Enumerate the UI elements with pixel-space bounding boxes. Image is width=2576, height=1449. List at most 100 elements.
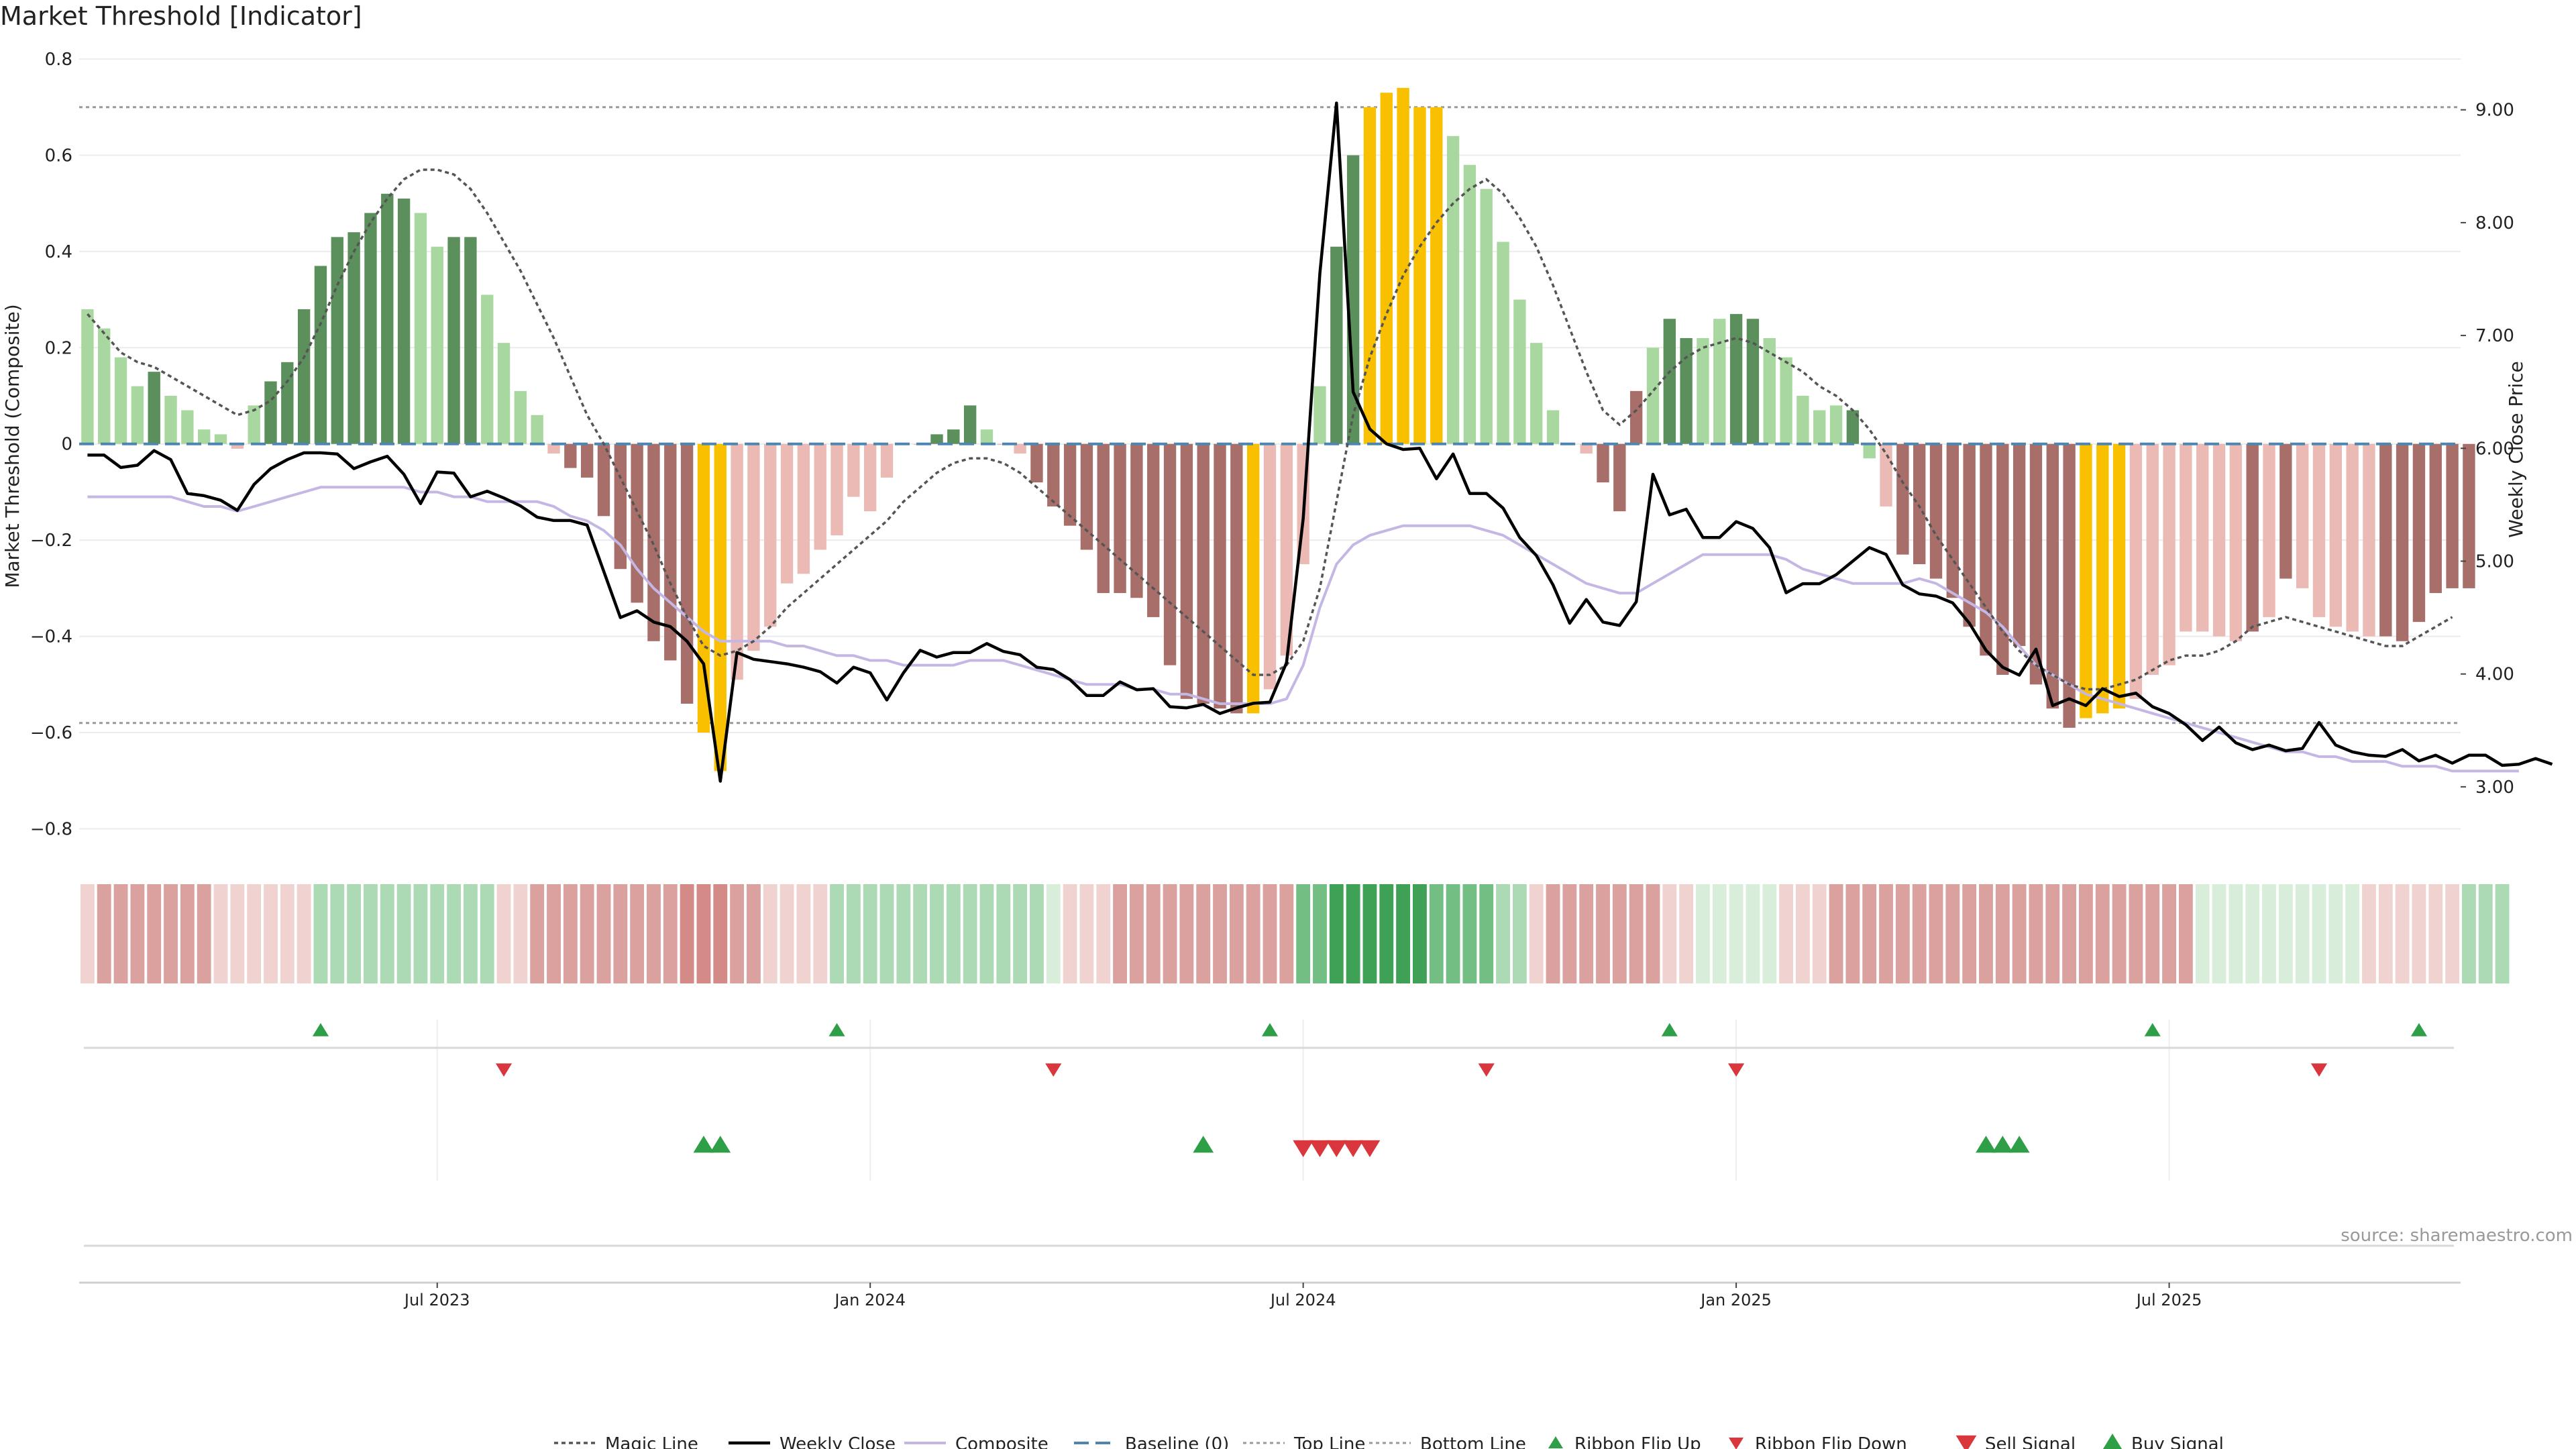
- composite-bar: [1646, 347, 1660, 444]
- ribbon-cell: [2378, 884, 2393, 983]
- ribbon-cell: [2212, 884, 2226, 983]
- y2-tick-label: 6.00: [2475, 439, 2514, 459]
- composite-bar: [714, 443, 727, 771]
- composite-bar: [1263, 443, 1277, 690]
- composite-bar: [1330, 246, 1343, 444]
- composite-bar: [1713, 319, 1726, 444]
- legend-swatch: [1955, 1435, 1977, 1449]
- ribbon-flip-up-marker: [1261, 1023, 1279, 1036]
- ribbon-cell: [1279, 884, 1294, 983]
- composite-bar: [947, 429, 960, 444]
- composite-bar: [1280, 443, 1293, 656]
- ribbon-cell: [1362, 884, 1377, 983]
- ribbon-cell: [1795, 884, 1810, 983]
- ribbon-cell: [1679, 884, 1694, 983]
- ribbon-cell: [1129, 884, 1144, 983]
- legend: Magic Line Weekly Close Composite Baseline …: [554, 1434, 2224, 1449]
- ribbon-flip-down-marker: [1478, 1063, 1495, 1077]
- composite-bar: [1114, 443, 1126, 594]
- ribbon-cell: [1313, 884, 1327, 983]
- composite-bar: [181, 410, 194, 444]
- ribbon-cell: [2345, 884, 2360, 983]
- ribbon-flip-down-marker: [2310, 1063, 2328, 1077]
- ribbon-cell: [1845, 884, 1860, 983]
- legend-swatch: [1729, 1438, 1743, 1449]
- composite-bar: [2396, 443, 2409, 641]
- ribbon-cell: [696, 884, 711, 983]
- ribbon-cell: [1746, 884, 1760, 983]
- ribbon-cell: [1829, 884, 1843, 983]
- composite-bars: [81, 88, 2475, 771]
- ribbon-cell: [2029, 884, 2043, 983]
- ribbon-cell: [1629, 884, 1644, 983]
- composite-bar: [1513, 299, 1526, 444]
- ribbon-cell: [80, 884, 95, 983]
- ribbon-cell: [197, 884, 211, 983]
- ribbon-cell: [1079, 884, 1094, 983]
- composite-bar: [2180, 443, 2192, 632]
- trend-ribbon: [80, 884, 2510, 983]
- ribbon-cell: [147, 884, 162, 983]
- composite-bar: [364, 213, 377, 444]
- composite-bar: [597, 443, 610, 517]
- y-tick-label: 0: [61, 435, 72, 455]
- y-axis-left-label: Market Threshold (Composite): [1, 304, 23, 588]
- composite-bar: [2312, 443, 2326, 617]
- ribbon-cell: [580, 884, 594, 983]
- composite-bar: [547, 443, 560, 454]
- legend-swatch: [2102, 1434, 2123, 1449]
- composite-bar: [731, 443, 743, 680]
- ribbon-cell: [1346, 884, 1360, 983]
- ribbon-cell: [1113, 884, 1127, 983]
- ribbon-cell: [1013, 884, 1028, 983]
- legend-label: Weekly Close: [780, 1434, 896, 1449]
- ribbon-cell: [2262, 884, 2276, 983]
- composite-bar: [2346, 443, 2359, 632]
- ribbon-cell: [1529, 884, 1544, 983]
- ribbon-cell: [930, 884, 944, 983]
- composite-bar: [1197, 443, 1210, 704]
- ribbon-cell: [230, 884, 245, 983]
- composite-bar: [1363, 107, 1377, 444]
- composite-bar: [447, 237, 460, 444]
- ribbon-cell: [1779, 884, 1794, 983]
- ribbon-cell: [97, 884, 111, 983]
- x-tick-label: Jul 2024: [1269, 1291, 1336, 1309]
- ribbon-cell: [1196, 884, 1211, 983]
- legend-label: Ribbon Flip Down: [1755, 1434, 1907, 1449]
- ribbon-cell: [613, 884, 628, 983]
- composite-bar: [2163, 443, 2176, 665]
- y-axis-right-label: Weekly Close Price: [2505, 361, 2527, 537]
- composite-bar: [1230, 443, 1243, 714]
- ribbon-cell: [746, 884, 761, 983]
- ribbon-cell: [330, 884, 345, 983]
- ribbon-cell: [713, 884, 728, 983]
- series-lines: [87, 101, 2553, 783]
- ribbon-cell: [1429, 884, 1444, 983]
- composite-bar: [231, 443, 244, 449]
- composite-bar: [2446, 443, 2459, 588]
- ribbon-cell: [1812, 884, 1827, 983]
- y-tick-label: −0.8: [30, 819, 72, 839]
- ribbon-cell: [547, 884, 561, 983]
- ribbon-cell: [1646, 884, 1660, 983]
- composite-bar: [1014, 443, 1026, 454]
- ribbon-flip-up-marker: [1661, 1023, 1678, 1036]
- composite-bar: [1097, 443, 1110, 594]
- ribbon-flip-down-marker: [1045, 1063, 1062, 1077]
- composite-bar: [780, 443, 794, 584]
- composite-bar: [680, 443, 694, 704]
- ribbon-cell: [1496, 884, 1510, 983]
- composite-bar: [1214, 443, 1226, 709]
- composite-bar: [2129, 443, 2143, 699]
- ribbon-cell: [1413, 884, 1427, 983]
- buy-signal-marker: [710, 1136, 731, 1153]
- ribbon-cell: [1895, 884, 1910, 983]
- composite-bar: [1530, 343, 1543, 444]
- ribbon-cell: [763, 884, 777, 983]
- ribbon-cell: [1862, 884, 1877, 983]
- composite-bar: [1080, 443, 1093, 550]
- composite-bar: [2379, 443, 2392, 637]
- ribbon-cell: [2278, 884, 2293, 983]
- ribbon-cell: [396, 884, 411, 983]
